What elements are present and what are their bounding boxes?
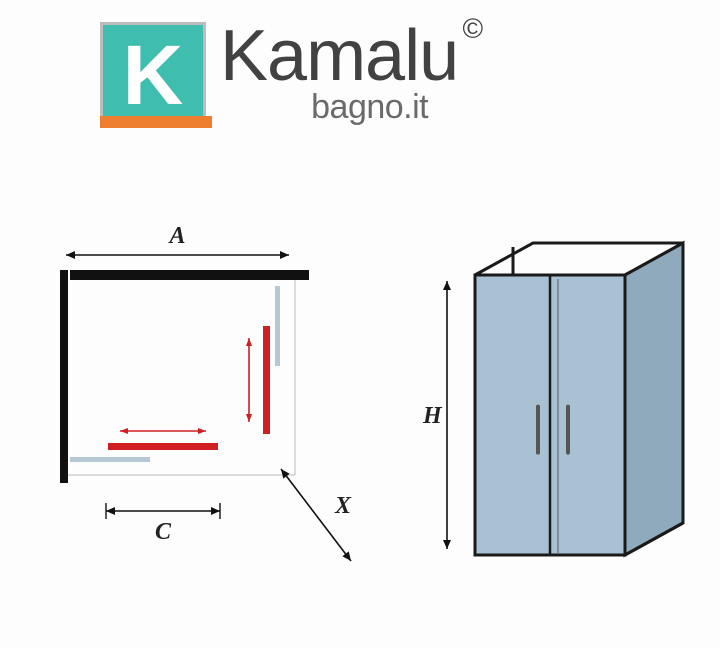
logo-letter: K [123, 33, 184, 117]
brand-logo: K Kamalu © bagno.it [100, 22, 458, 128]
plan-svg: A C X [60, 225, 360, 595]
brand-name: Kamalu © [220, 22, 458, 90]
iso-svg: H [405, 215, 685, 615]
brand-text: Kamalu © bagno.it [220, 22, 458, 127]
iso-view: H [405, 215, 685, 615]
svg-text:C: C [155, 519, 172, 545]
svg-text:X: X [334, 493, 352, 519]
logo-underline [100, 116, 212, 128]
plan-view: A C X [60, 225, 360, 595]
diagram-canvas: K Kamalu © bagno.it A C X H [0, 0, 720, 648]
svg-text:H: H [422, 403, 443, 429]
copyright-symbol: © [462, 16, 482, 43]
svg-text:A: A [167, 225, 185, 249]
logo-square: K [100, 22, 206, 128]
